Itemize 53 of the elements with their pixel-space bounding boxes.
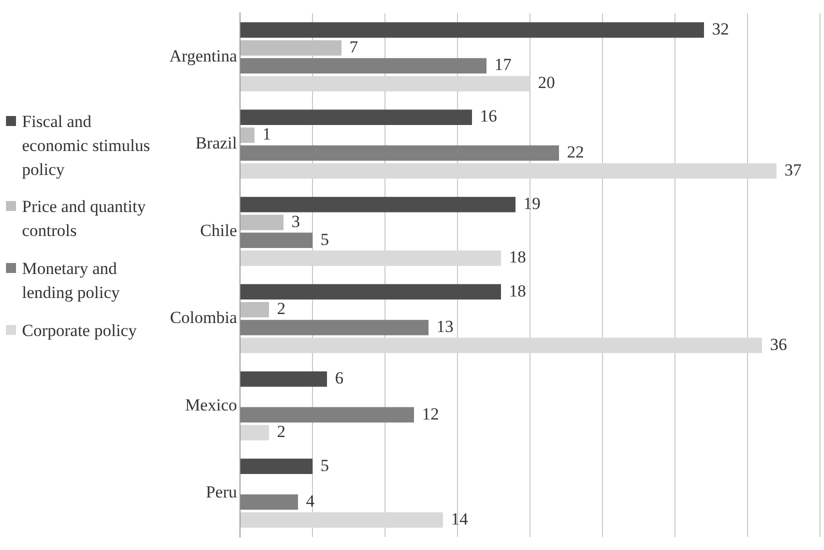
y-tick-label: Peru [206, 482, 238, 502]
bar [240, 512, 443, 528]
bar [240, 320, 428, 336]
data-label: 13 [436, 317, 454, 336]
bar [240, 284, 501, 300]
data-label: 14 [451, 509, 468, 528]
bar [240, 58, 486, 74]
data-label: 6 [335, 368, 344, 388]
data-label: 32 [712, 19, 729, 38]
bar [240, 494, 298, 510]
bar [240, 232, 312, 248]
legend-label: Corporate policy [22, 320, 137, 342]
bar [240, 110, 472, 125]
bar [240, 250, 501, 266]
data-label: 7 [350, 37, 358, 56]
data-label: 2 [277, 422, 286, 442]
bar [240, 302, 269, 318]
bar [240, 425, 269, 440]
data-label: 5 [320, 456, 329, 475]
y-tick-label: Mexico [185, 395, 237, 414]
data-label: 5 [320, 230, 329, 249]
bar [240, 458, 312, 474]
data-label: 18 [509, 248, 526, 267]
legend-label: Monetary and lending policy [22, 258, 121, 304]
data-label: 22 [567, 142, 584, 162]
data-label: 16 [480, 106, 497, 126]
data-label: 2 [277, 299, 286, 318]
data-label: 1 [262, 124, 271, 144]
bar [240, 338, 762, 354]
bar [240, 371, 327, 387]
bar [240, 163, 776, 179]
bar [240, 407, 414, 423]
data-label: 12 [422, 404, 439, 424]
bar [240, 76, 530, 92]
bar [240, 145, 559, 161]
data-label: 3 [292, 212, 300, 231]
data-label: 19 [524, 194, 540, 213]
legend-label: Price and quantity controls [22, 196, 147, 242]
bar [240, 22, 704, 38]
y-tick-label: Argentina [169, 46, 238, 66]
data-label: 37 [784, 160, 802, 180]
bar [240, 196, 516, 212]
data-label: 4 [306, 492, 315, 511]
y-tick-label: Brazil [195, 134, 238, 153]
bar [240, 214, 284, 230]
bar [240, 127, 254, 143]
y-tick-label: Colombia [170, 308, 238, 328]
legend-label: Fiscal and economic stimulus policy [22, 111, 151, 181]
y-tick-label: Chile [200, 220, 237, 240]
data-label: 18 [509, 281, 526, 300]
data-label: 36 [770, 334, 787, 354]
data-label: 20 [538, 73, 555, 92]
data-label: 17 [494, 55, 512, 74]
